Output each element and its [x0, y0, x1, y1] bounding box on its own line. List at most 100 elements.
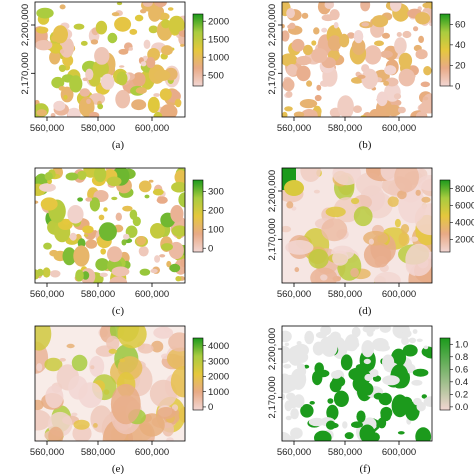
map-patch — [293, 394, 305, 408]
map-patch — [309, 401, 315, 405]
map-patch — [152, 188, 164, 196]
panel-b: 560,000 580,000 600,000 2,200,000 2,170,000 6… — [267, 1, 466, 151]
map-patch — [400, 224, 410, 234]
map-patch — [308, 249, 329, 269]
map-patch — [107, 246, 123, 263]
map-patch — [166, 260, 172, 268]
legend-tick-label: 0 — [455, 81, 460, 92]
map-patch — [35, 40, 53, 51]
map-patch — [321, 27, 328, 33]
map-patch — [65, 172, 79, 181]
map-patch — [67, 107, 81, 117]
map-patch — [418, 35, 424, 44]
map-patch — [282, 225, 292, 233]
legend-colorbar — [192, 337, 204, 411]
panel-caption: (e) — [112, 463, 125, 474]
map-patch — [170, 366, 185, 398]
y-tick-label: 2,200,000 — [267, 4, 278, 46]
map-patch — [138, 246, 149, 257]
legend-colorbar — [439, 179, 451, 253]
map-patch — [115, 212, 123, 221]
map-patch — [300, 109, 318, 117]
map-patch — [282, 24, 285, 29]
map-patch — [85, 239, 98, 249]
map-patch — [353, 368, 371, 386]
map-patch — [312, 341, 325, 356]
map-patch — [66, 343, 75, 349]
map-patch — [178, 192, 185, 208]
map-patch — [369, 369, 379, 377]
map-patch — [353, 30, 364, 44]
map-patch — [99, 272, 108, 277]
map-patch — [382, 32, 390, 39]
map-patch — [132, 72, 146, 87]
map-patch — [83, 234, 89, 237]
map-patch — [76, 170, 87, 180]
map-patch — [429, 22, 432, 27]
map-patch — [302, 44, 313, 56]
map-patch — [351, 326, 361, 338]
map-patch — [116, 71, 128, 86]
map-patch — [153, 93, 160, 97]
map-patch — [90, 39, 99, 45]
legend-tick-label: 1500 — [208, 35, 229, 46]
map-patch — [362, 326, 376, 333]
map-patch — [94, 47, 110, 65]
map-patch — [69, 75, 83, 93]
map-patch — [393, 93, 402, 100]
map-patch — [82, 271, 90, 280]
map-patch — [164, 326, 170, 333]
legend-tick-label: 300 — [208, 187, 224, 198]
map-patch — [147, 96, 160, 113]
map-patch — [390, 2, 402, 12]
map-patch — [129, 209, 138, 220]
map-patch — [178, 30, 185, 38]
map-patch — [162, 422, 175, 437]
map-frame — [34, 1, 186, 118]
map-patch — [153, 326, 174, 339]
map-patch — [116, 2, 123, 6]
map-frame — [34, 325, 186, 442]
map-patch — [344, 432, 354, 440]
map-patch — [329, 379, 342, 393]
map-patch — [49, 50, 61, 65]
map-patch — [344, 334, 359, 352]
map-patch — [71, 412, 78, 417]
legend-tick-label: 0.2 — [455, 390, 468, 401]
legend-tick-label: 2000 — [208, 17, 229, 28]
map-patch — [282, 330, 292, 343]
legend-tick-label: 4000 — [455, 218, 474, 229]
map-patch — [143, 39, 151, 49]
map-patch — [95, 20, 108, 35]
legend-tick-label: 0.8 — [455, 352, 468, 363]
map-patch — [326, 420, 336, 430]
map-patch — [169, 263, 181, 273]
map-patch — [131, 99, 147, 111]
map-patch — [379, 326, 391, 333]
map-patch — [339, 33, 350, 48]
map-patch — [320, 274, 328, 281]
x-tick-label: 580,000 — [328, 289, 362, 300]
map-frame — [281, 167, 433, 284]
map-patch — [285, 91, 293, 98]
map-patch — [140, 61, 147, 67]
map-patch — [363, 230, 389, 246]
map-patch — [416, 338, 423, 342]
map-patch — [314, 94, 322, 102]
map-patch — [422, 93, 432, 114]
map-patch — [85, 197, 93, 202]
map-patch — [85, 68, 94, 81]
map-patch — [397, 190, 407, 200]
map-patch — [312, 370, 323, 386]
legend-tick-label: 2000 — [208, 372, 229, 383]
map-patch — [67, 205, 84, 224]
map-patch — [398, 232, 410, 247]
y-tick-label: 2,170,000 — [267, 52, 278, 94]
map-patch — [417, 175, 432, 191]
map-patch — [282, 30, 290, 42]
map-patch — [311, 40, 317, 46]
map-patch — [166, 437, 174, 441]
map-patch — [351, 38, 366, 56]
map-patch — [123, 233, 130, 240]
map-patch — [363, 358, 371, 365]
